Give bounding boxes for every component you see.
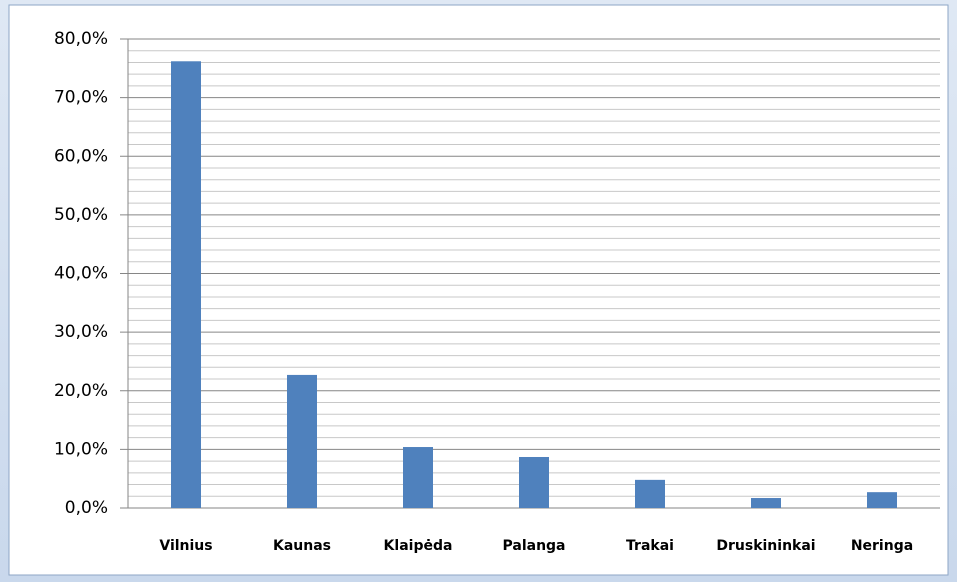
y-tick-label: 70,0%	[54, 88, 108, 108]
x-tick-label: Neringa	[851, 538, 913, 554]
y-tick-label: 10,0%	[54, 439, 108, 459]
x-tick-label: Palanga	[502, 538, 565, 554]
bar	[287, 374, 317, 508]
y-tick-label: 80,0%	[54, 29, 108, 49]
x-tick-label: Druskininkai	[716, 538, 815, 554]
y-tick-label: 30,0%	[54, 322, 108, 342]
x-tick-label: Klaipėda	[384, 538, 453, 554]
y-tick-label: 0,0%	[65, 498, 108, 518]
bar	[171, 61, 201, 509]
bar	[519, 456, 549, 508]
bar	[751, 498, 781, 508]
y-tick-label: 60,0%	[54, 146, 108, 166]
x-tick-label: Kaunas	[273, 538, 331, 554]
bar	[403, 447, 433, 508]
y-tick-label: 40,0%	[54, 264, 108, 284]
bar	[867, 492, 897, 508]
y-tick-label: 20,0%	[54, 381, 108, 401]
x-tick-label: Trakai	[626, 538, 674, 554]
y-tick-label: 50,0%	[54, 205, 108, 225]
x-tick-label: Vilnius	[159, 538, 212, 554]
bar	[635, 479, 665, 508]
chart-area	[8, 4, 949, 576]
